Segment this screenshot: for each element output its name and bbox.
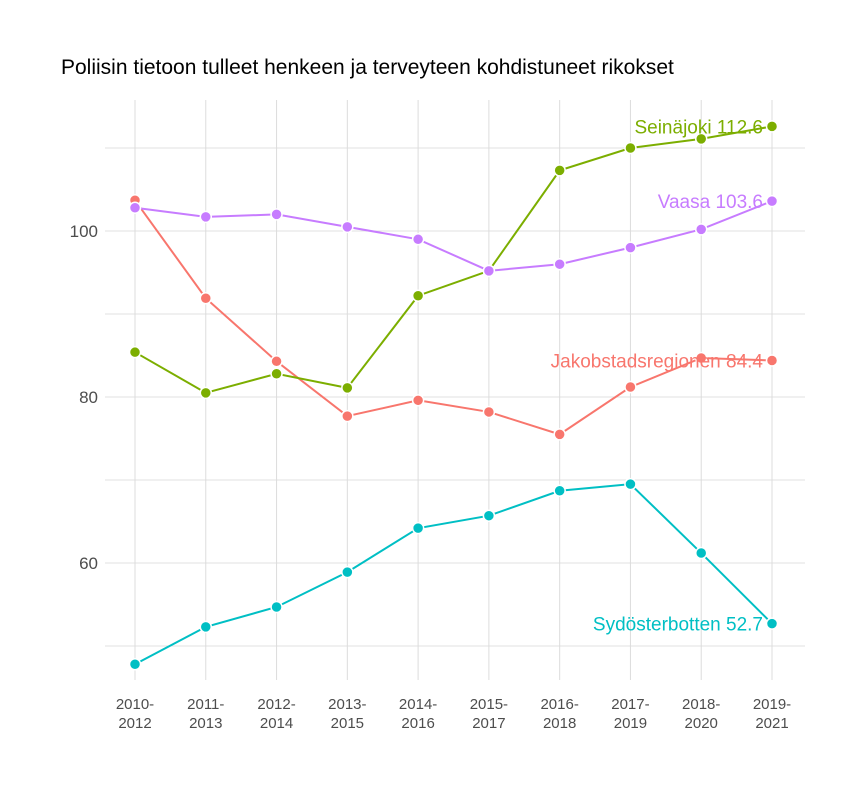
end-label-sein-joki: Seinäjoki 112.6 [634, 117, 763, 138]
data-point-jakobstadsregionen [341, 409, 354, 423]
data-point-sein-joki [341, 381, 354, 395]
data-point-sein-joki [270, 367, 283, 381]
x-tick-label: 2013 [189, 715, 222, 732]
series-line-jakobstadsregionen [134, 199, 773, 436]
data-point-vaasa [482, 264, 496, 278]
data-point-sein-joki [199, 386, 213, 400]
x-tick-label: 2018- [682, 696, 720, 713]
data-point-vaasa [553, 257, 566, 271]
data-point-vaasa [128, 201, 142, 215]
data-point-vaasa [765, 194, 779, 208]
x-tick-label: 2019 [614, 715, 647, 732]
series-line-sein-joki [134, 125, 773, 394]
data-point-sein-joki [128, 345, 142, 359]
data-point-sein-joki [411, 289, 425, 302]
chart-title: Poliisin tietoon tulleet henkeen ja terv… [61, 56, 674, 79]
data-point-syd-sterbotten [411, 521, 425, 535]
x-tick-label: 2012 [118, 715, 151, 732]
x-tick-label: 2011- [187, 696, 224, 713]
data-point-syd-sterbotten [624, 477, 637, 491]
data-point-jakobstadsregionen [199, 291, 213, 305]
series-line-vaasa [134, 200, 773, 272]
data-point-jakobstadsregionen [765, 354, 779, 367]
data-point-syd-sterbotten [199, 620, 213, 634]
data-point-jakobstadsregionen [694, 351, 708, 365]
data-point-jakobstadsregionen [411, 394, 425, 407]
data-point-vaasa [694, 223, 708, 236]
data-point-sein-joki [624, 141, 637, 155]
x-tick-label: 2010- [116, 696, 154, 713]
end-label-vaasa: Vaasa 103.6 [658, 192, 763, 213]
data-point-vaasa [411, 233, 425, 246]
data-point-sein-joki [765, 120, 779, 133]
data-point-vaasa [270, 208, 283, 221]
x-tick-label: 2018 [543, 715, 576, 732]
data-point-vaasa [199, 210, 213, 224]
x-tick-label: 2014 [260, 715, 293, 732]
x-tick-label: 2015 [331, 715, 364, 732]
end-label-jakobstadsregionen: Jakobstadsregionen 84.4 [551, 351, 764, 372]
data-point-jakobstadsregionen [482, 405, 496, 419]
data-point-syd-sterbotten [482, 509, 496, 522]
x-tick-label: 2019- [753, 696, 791, 713]
y-tick-label: 80 [79, 388, 98, 407]
data-point-jakobstadsregionen [553, 428, 566, 441]
data-point-jakobstadsregionen [624, 380, 637, 394]
end-label-syd-sterbotten: Sydösterbotten 52.7 [593, 615, 763, 636]
x-tick-label: 2014- [399, 696, 437, 713]
x-tick-label: 2017- [611, 696, 649, 713]
x-tick-label: 2021 [755, 715, 788, 732]
data-point-syd-sterbotten [341, 565, 354, 579]
data-point-syd-sterbotten [694, 546, 708, 560]
data-point-sein-joki [694, 132, 708, 146]
y-tick-label: 100 [70, 222, 98, 241]
data-point-vaasa [341, 220, 354, 234]
x-tick-label: 2017 [472, 715, 505, 732]
data-point-syd-sterbotten [128, 658, 142, 671]
x-tick-label: 2016 [401, 715, 434, 732]
data-point-vaasa [624, 241, 637, 254]
series-line-syd-sterbotten [134, 483, 773, 666]
x-tick-label: 2020 [685, 715, 718, 732]
data-point-syd-sterbotten [270, 600, 283, 614]
x-tick-label: 2016- [540, 696, 578, 713]
data-point-syd-sterbotten [553, 484, 566, 498]
x-tick-label: 2013- [328, 696, 366, 713]
x-tick-label: 2012- [257, 696, 295, 713]
y-tick-label: 60 [79, 554, 98, 573]
x-tick-label: 2015- [470, 696, 508, 713]
data-point-sein-joki [553, 164, 566, 177]
data-point-jakobstadsregionen [270, 355, 283, 368]
data-point-syd-sterbotten [765, 617, 779, 630]
